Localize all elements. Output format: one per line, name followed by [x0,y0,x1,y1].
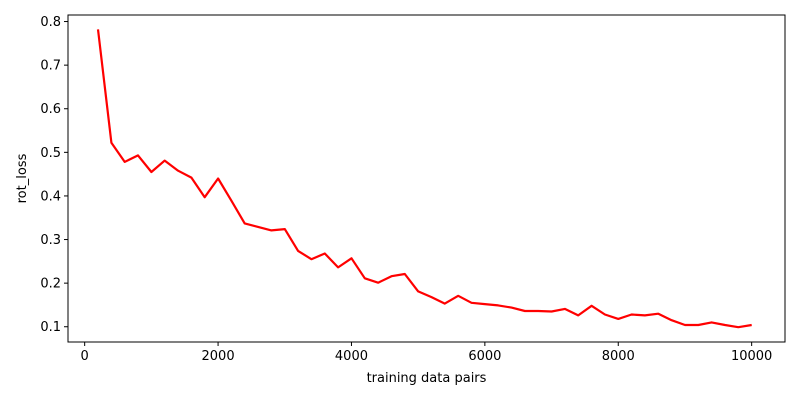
y-tick-label: 0.7 [40,59,61,74]
x-axis-ticks: 0 2000 4000 6000 8000 10000 [81,342,772,364]
y-tick-label: 0.4 [40,189,61,204]
axes-frame [67,14,786,343]
y-axis-label: rot_loss [15,153,30,203]
x-tick-label: 8000 [602,349,635,364]
x-tick-label: 10000 [731,349,772,364]
plot-area [96,29,752,329]
y-tick-label: 0.6 [40,102,61,117]
x-tick-label: 6000 [468,349,501,364]
x-tick-label: 4000 [335,349,368,364]
x-axis-label: training data pairs [367,371,487,386]
y-tick-label: 0.1 [40,320,61,335]
y-tick-label: 0.2 [40,277,61,292]
x-tick-label: 2000 [202,349,235,364]
y-axis-ticks: 0.1 0.2 0.3 0.4 0.5 0.6 0.7 0.8 [40,15,68,335]
y-tick-label: 0.8 [40,15,61,30]
x-tick-label: 0 [81,349,89,364]
y-tick-label: 0.3 [40,233,61,248]
series-line-0 [96,29,752,329]
y-tick-label: 0.5 [40,146,61,161]
